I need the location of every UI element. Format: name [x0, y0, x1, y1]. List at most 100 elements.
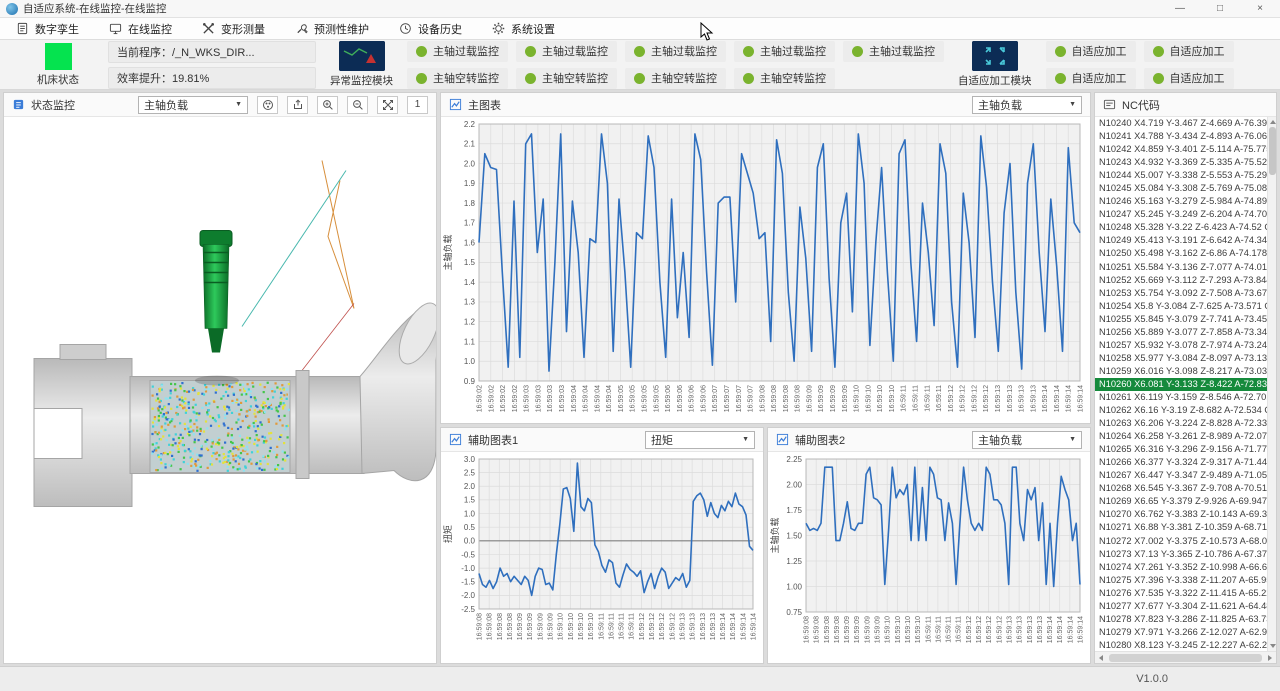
- nc-line[interactable]: N10273 X7.13 Y-3.365 Z-10.786 A-67.372: [1099, 548, 1273, 559]
- nc-line[interactable]: N10248 X5.328 Y-3.22 Z-6.423 A-74.52 C: [1099, 222, 1272, 233]
- zoom-in-button[interactable]: [317, 95, 338, 114]
- svg-text:16:59:14: 16:59:14: [751, 613, 758, 640]
- nc-line[interactable]: N10250 X5.498 Y-3.162 Z-6.86 A-74.178 C: [1099, 248, 1276, 259]
- fit-view-button[interactable]: [377, 95, 398, 114]
- menu-device-history[interactable]: 设备历史: [399, 21, 462, 37]
- svg-text:16:59:14: 16:59:14: [720, 613, 727, 640]
- scrollbar-thumb[interactable]: [1269, 127, 1276, 175]
- signal-select-main[interactable]: 主轴负载 ▼: [972, 95, 1082, 114]
- model-3d-viewport[interactable]: [4, 117, 436, 663]
- close-button[interactable]: ×: [1257, 3, 1263, 14]
- nc-code-list[interactable]: N10240 X4.719 Y-3.467 Z-4.669 A-76.396 N1…: [1095, 117, 1276, 651]
- minimize-button[interactable]: —: [1175, 3, 1185, 14]
- svg-text:16:59:10: 16:59:10: [588, 613, 595, 640]
- nc-line[interactable]: N10262 X6.16 Y-3.19 Z-8.682 A-72.534 C: [1099, 405, 1272, 416]
- svg-text:2.1: 2.1: [464, 140, 476, 149]
- nc-line[interactable]: N10264 X6.258 Y-3.261 Z-8.989 A-72.072: [1099, 431, 1273, 442]
- machine-status: 机床状态: [22, 42, 94, 87]
- signal-select-aux1[interactable]: 扭矩 ▼: [645, 430, 755, 449]
- nc-line[interactable]: N10280 X8.123 Y-3.245 Z-12.227 A-62.23: [1099, 639, 1273, 650]
- nc-line[interactable]: N10257 X5.932 Y-3.078 Z-7.974 A-73.243: [1099, 339, 1273, 350]
- nc-line[interactable]: N10272 X7.002 Y-3.375 Z-10.573 A-68.05: [1099, 535, 1273, 546]
- nc-line[interactable]: N10268 X6.545 Y-3.367 Z-9.708 A-70.519: [1099, 483, 1273, 494]
- menu-digital-twin[interactable]: 数字孪生: [16, 21, 79, 37]
- nc-line[interactable]: N10256 X5.889 Y-3.077 Z-7.858 A-73.348: [1099, 326, 1273, 337]
- nc-line[interactable]: N10253 X5.754 Y-3.092 Z-7.508 A-73.677: [1099, 287, 1273, 298]
- nc-line[interactable]: N10267 X6.447 Y-3.347 Z-9.489 A-71.055: [1099, 470, 1273, 481]
- nc-line[interactable]: N10247 X5.245 Y-3.249 Z-6.204 A-74.701: [1099, 209, 1273, 220]
- nc-vertical-scrollbar[interactable]: [1267, 117, 1276, 651]
- nc-line[interactable]: N10261 X6.119 Y-3.159 Z-8.546 A-72.701: [1099, 391, 1272, 402]
- adaptive-module-button[interactable]: 自适应加工模块: [958, 41, 1032, 88]
- menu-system-settings[interactable]: 系统设置: [492, 21, 555, 37]
- nc-line[interactable]: N10245 X5.084 Y-3.308 Z-5.769 A-75.088: [1099, 183, 1273, 194]
- chart-icon: [449, 98, 462, 111]
- svg-text:16:59:10: 16:59:10: [558, 613, 565, 640]
- overload-monitor-badge: 主轴过载监控: [516, 40, 617, 62]
- palette-button[interactable]: [257, 95, 278, 114]
- svg-text:16:59:07: 16:59:07: [736, 385, 743, 412]
- scrollbar-thumb[interactable]: [1109, 654, 1262, 662]
- nc-line[interactable]: N10240 X4.719 Y-3.467 Z-4.669 A-76.396: [1099, 118, 1273, 128]
- view-page-button[interactable]: 1: [407, 95, 428, 114]
- nc-line[interactable]: N10254 X5.8 Y-3.084 Z-7.625 A-73.571 C: [1099, 300, 1272, 311]
- signal-select-aux2[interactable]: 主轴负载 ▼: [972, 430, 1082, 449]
- nc-line[interactable]: N10258 X5.977 Y-3.084 Z-8.097 A-73.138: [1099, 352, 1273, 363]
- nc-line[interactable]: N10242 X4.859 Y-3.401 Z-5.114 A-75.775: [1099, 144, 1272, 155]
- menu-bar: 数字孪生 在线监控 变形测量 预测性维护 设备历史 系统设置: [0, 18, 1280, 40]
- svg-text:0.9: 0.9: [464, 377, 476, 386]
- nc-line[interactable]: N10251 X5.584 Y-3.136 Z-7.077 A-74.012: [1099, 261, 1273, 272]
- svg-text:16:59:09: 16:59:09: [818, 385, 825, 412]
- svg-text:16:59:10: 16:59:10: [854, 385, 861, 412]
- scroll-up-icon[interactable]: [1270, 120, 1276, 124]
- nc-line[interactable]: N10265 X6.316 Y-3.296 Z-9.156 A-71.771: [1099, 444, 1273, 455]
- nc-line[interactable]: N10241 X4.788 Y-3.434 Z-4.893 A-76.062: [1099, 131, 1273, 142]
- nc-line[interactable]: N10274 X7.261 Y-3.352 Z-10.998 A-66.67: [1099, 561, 1273, 572]
- nc-line[interactable]: N10243 X4.932 Y-3.369 Z-5.335 A-75.523: [1099, 157, 1273, 168]
- menu-predictive-maintenance[interactable]: 预测性维护: [295, 21, 369, 37]
- zoom-out-button[interactable]: [347, 95, 368, 114]
- svg-text:16:59:04: 16:59:04: [594, 385, 601, 412]
- svg-text:16:59:14: 16:59:14: [730, 613, 737, 640]
- svg-text:16:59:10: 16:59:10: [895, 616, 902, 643]
- nc-line[interactable]: N10259 X6.016 Y-3.098 Z-8.217 A-73.036: [1099, 365, 1273, 376]
- svg-text:1.0: 1.0: [464, 509, 476, 518]
- anomaly-module-button[interactable]: 异常监控模块: [330, 41, 393, 88]
- status-monitor-title: 状态监控: [31, 99, 75, 112]
- nc-line[interactable]: N10279 X7.971 Y-3.266 Z-12.027 A-62.98: [1099, 626, 1273, 637]
- nc-line[interactable]: N10271 X6.88 Y-3.381 Z-10.359 A-68.711: [1099, 522, 1272, 533]
- svg-text:16:59:11: 16:59:11: [913, 385, 920, 412]
- nc-line[interactable]: N10276 X7.535 Y-3.322 Z-11.415 A-65.22: [1099, 587, 1272, 598]
- nc-line[interactable]: N10275 X7.396 Y-3.338 Z-11.207 A-65.95: [1099, 574, 1272, 585]
- idle-monitor-badge: 主轴空转监控: [516, 67, 617, 89]
- scroll-right-icon[interactable]: [1268, 655, 1272, 661]
- scroll-left-icon[interactable]: [1099, 655, 1103, 661]
- svg-text:16:59:09: 16:59:09: [854, 616, 861, 643]
- svg-text:16:59:12: 16:59:12: [659, 613, 666, 640]
- overload-monitor-badge: 主轴过载监控: [625, 40, 726, 62]
- svg-text:16:59:09: 16:59:09: [537, 613, 544, 640]
- nc-line[interactable]: N10269 X6.65 Y-3.379 Z-9.926 A-69.947 C: [1099, 496, 1276, 507]
- signal-select-left[interactable]: 主轴负载 ▼: [138, 95, 248, 114]
- nc-line[interactable]: N10263 X6.206 Y-3.224 Z-8.828 A-72.33 C: [1099, 418, 1276, 429]
- nc-line[interactable]: N10278 X7.823 Y-3.286 Z-11.825 A-63.73: [1099, 613, 1272, 624]
- svg-text:16:59:14: 16:59:14: [1066, 385, 1073, 412]
- restore-button[interactable]: □: [1216, 3, 1224, 14]
- svg-text:2.5: 2.5: [464, 468, 476, 477]
- svg-text:16:59:09: 16:59:09: [548, 613, 555, 640]
- svg-text:-0.5: -0.5: [461, 550, 475, 559]
- nc-line-current[interactable]: N10260 X6.081 Y-3.133 Z-8.422 A-72.835: [1095, 377, 1272, 391]
- nc-line[interactable]: N10252 X5.669 Y-3.112 Z-7.293 A-73.844: [1099, 274, 1272, 285]
- scroll-down-icon[interactable]: [1270, 644, 1276, 648]
- nc-line[interactable]: N10244 X5.007 Y-3.338 Z-5.553 A-75.297: [1099, 170, 1273, 181]
- export-button[interactable]: [287, 95, 308, 114]
- menu-deformation-measure[interactable]: 变形测量: [202, 21, 265, 37]
- nc-line[interactable]: N10255 X5.845 Y-3.079 Z-7.741 A-73.458: [1099, 313, 1273, 324]
- nc-line[interactable]: N10270 X6.762 Y-3.383 Z-10.143 A-69.34: [1099, 509, 1273, 520]
- menu-online-monitoring[interactable]: 在线监控: [109, 21, 172, 37]
- nc-horizontal-scrollbar[interactable]: [1095, 651, 1276, 663]
- nc-line[interactable]: N10277 X7.677 Y-3.304 Z-11.621 A-64.48: [1099, 600, 1272, 611]
- nc-line[interactable]: N10246 X5.163 Y-3.279 Z-5.984 A-74.892: [1099, 196, 1273, 207]
- nc-line[interactable]: N10266 X6.377 Y-3.324 Z-9.317 A-71.443: [1099, 457, 1273, 468]
- nc-line[interactable]: N10249 X5.413 Y-3.191 Z-6.642 A-74.346: [1099, 235, 1273, 246]
